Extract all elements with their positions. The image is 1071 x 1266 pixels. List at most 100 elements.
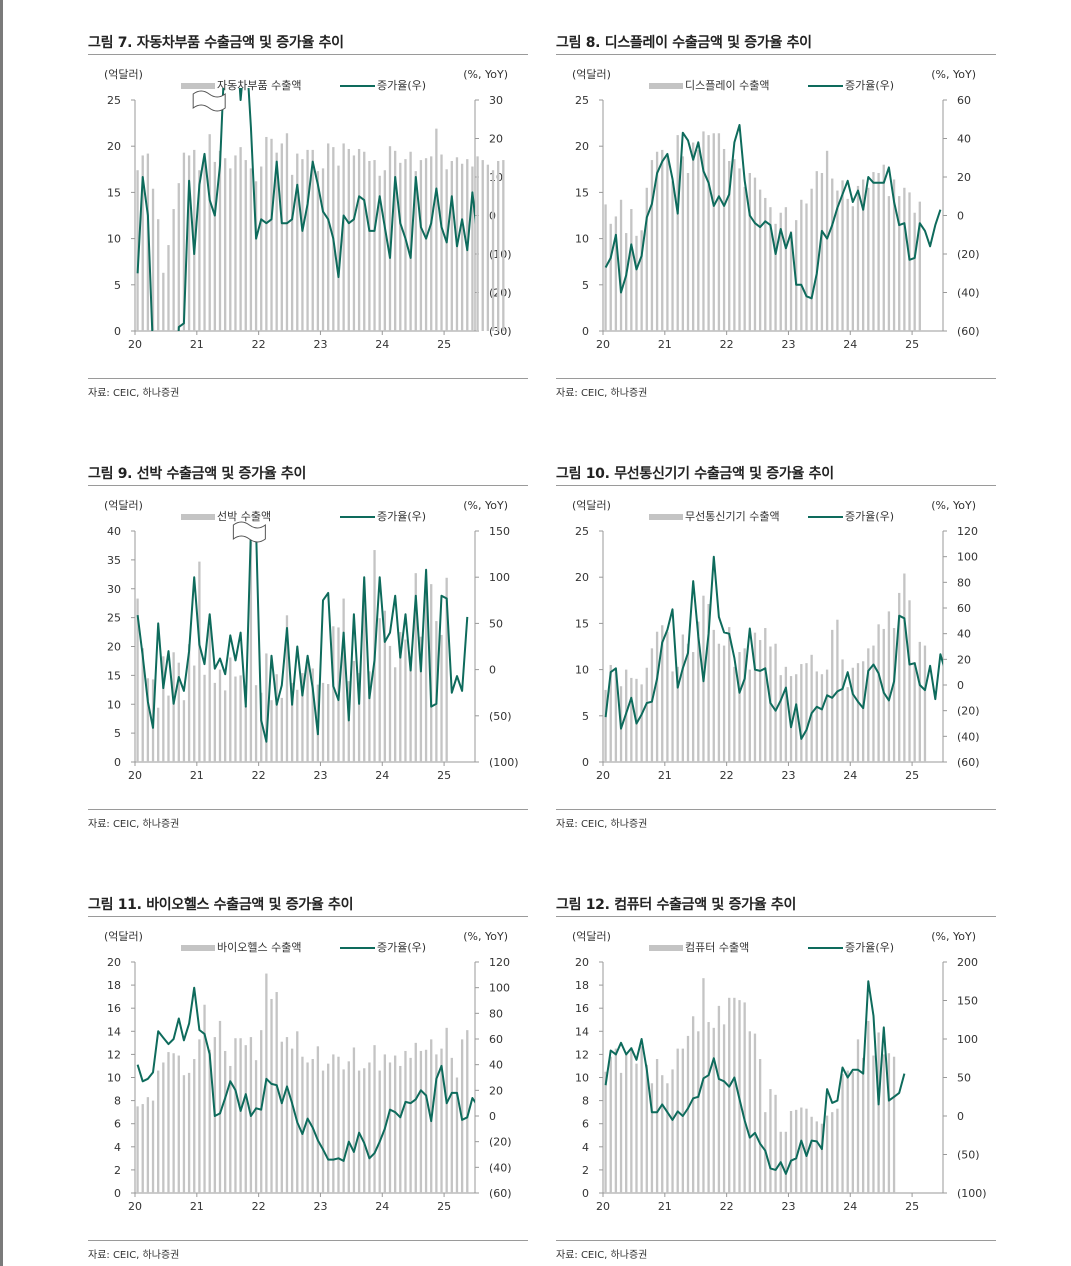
right-tick-label: 200 [957, 956, 978, 969]
data-bar [141, 155, 144, 331]
data-bar [774, 1094, 777, 1193]
data-bar [424, 589, 428, 762]
x-tick-label: 23 [313, 1200, 327, 1213]
data-bar [347, 148, 350, 331]
legend-line-label: 증가율(우) [377, 79, 426, 92]
data-bar [867, 1020, 870, 1193]
x-tick-label: 23 [781, 769, 795, 782]
right-tick-label: (60) [489, 1187, 512, 1200]
data-bar [892, 179, 896, 331]
x-tick-label: 23 [313, 769, 327, 782]
data-bar [497, 160, 500, 331]
data-bar [368, 671, 371, 762]
source-divider [88, 378, 528, 379]
right-tick-label: 30 [489, 94, 503, 107]
right-tick-label: (100) [957, 1187, 987, 1200]
data-bar [630, 209, 633, 331]
data-bar [193, 1059, 196, 1193]
data-bar [352, 660, 356, 762]
data-bar [203, 1004, 206, 1193]
data-bar [630, 677, 633, 762]
data-bar [800, 664, 803, 762]
data-bar [203, 674, 206, 762]
data-bar [733, 997, 736, 1193]
chart-plot: 02468101214161820(100)(50)05010015020020… [572, 930, 987, 1213]
data-bar [635, 1063, 638, 1193]
data-bar [671, 671, 674, 762]
axis-break-icon [232, 521, 266, 543]
data-bar [841, 659, 844, 762]
left-tick-label: 4 [582, 1141, 589, 1154]
left-tick-label: 12 [107, 1048, 121, 1061]
chart-source: 자료: CEIC, 하나증권 [556, 1250, 648, 1261]
right-tick-label: 100 [957, 1033, 978, 1046]
data-bar [640, 1046, 643, 1193]
data-bar [460, 163, 464, 331]
data-bar [856, 663, 860, 762]
data-bar [867, 187, 870, 331]
chart-panel-computer: 그림 12. 컴퓨터 수출금액 및 증가율 추이 0 2 4 6 8 10 12 14 16 18… [556, 894, 996, 1261]
data-bar [301, 1056, 304, 1193]
data-bar [877, 624, 880, 762]
left-tick-label: 16 [107, 1002, 121, 1015]
data-bar [404, 159, 407, 331]
left-tick-label: 20 [107, 641, 121, 654]
data-bar [887, 1053, 891, 1193]
legend-bar-swatch [181, 945, 215, 951]
data-bar [260, 166, 263, 331]
data-bar [141, 1104, 144, 1193]
legend-bar-label: 컴퓨터 수출액 [685, 941, 749, 954]
right-tick-label: (20) [489, 287, 512, 300]
data-bar [697, 1031, 700, 1193]
right-tick-label: 20 [957, 171, 971, 184]
data-bar [753, 632, 757, 762]
data-bar [229, 168, 232, 331]
left-tick-label: 5 [582, 710, 589, 723]
data-bar [810, 188, 813, 331]
legend-line-label: 증가율(우) [845, 79, 894, 92]
data-bar [655, 1059, 659, 1193]
left-tick-label: 0 [582, 756, 589, 769]
legend-bar-label: 자동차부품 수출액 [217, 79, 301, 92]
data-bar [409, 1057, 412, 1193]
data-bar [789, 676, 793, 762]
x-tick-label: 25 [437, 338, 451, 351]
data-bar [650, 1083, 654, 1193]
data-bar [311, 149, 314, 331]
right-tick-label: (100) [489, 756, 519, 769]
data-bar [476, 156, 479, 331]
data-bar [321, 1070, 325, 1193]
right-tick-label: 100 [957, 551, 978, 564]
left-axis-unit: (억달러) [104, 930, 143, 943]
data-bar [419, 636, 423, 762]
data-bar [440, 1048, 443, 1193]
chart-title: 그림 7. 자동차부품 수출금액 및 증가율 추이 [88, 35, 344, 51]
data-bar [846, 1070, 849, 1193]
data-bar [851, 206, 855, 331]
left-axis-unit: (억달러) [572, 68, 611, 81]
data-bar [872, 1055, 875, 1193]
data-bar [337, 165, 340, 331]
data-bar [455, 1077, 459, 1193]
data-bar [753, 1033, 757, 1193]
right-tick-label: 20 [489, 1084, 503, 1097]
data-bar [151, 188, 155, 331]
right-tick-label: 10 [489, 171, 503, 184]
data-bar [239, 1038, 242, 1193]
growth-line [604, 980, 906, 1175]
data-bar [172, 1053, 175, 1193]
data-bar [707, 1022, 710, 1193]
right-tick-label: (20) [957, 705, 980, 718]
data-bar [789, 1110, 793, 1193]
data-bar [728, 160, 731, 331]
data-bar [625, 233, 628, 331]
x-tick-label: 21 [658, 1200, 672, 1213]
data-bar [450, 160, 453, 331]
data-bar [645, 1064, 648, 1193]
data-bar [378, 1070, 381, 1193]
data-bar [430, 156, 433, 331]
data-bar [614, 671, 618, 762]
data-bar [208, 1049, 211, 1193]
data-bar [342, 143, 345, 331]
x-tick-label: 25 [905, 338, 919, 351]
